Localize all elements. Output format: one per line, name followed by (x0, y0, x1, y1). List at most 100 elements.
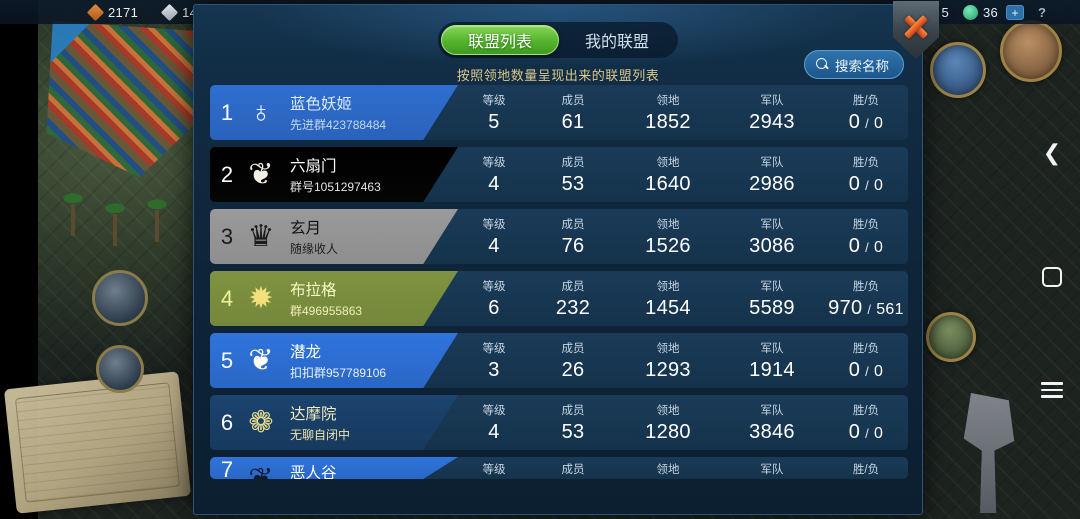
stat-army: 军队 5589 (720, 278, 824, 320)
alliance-name: 恶人谷 (290, 465, 337, 479)
gem-icon (962, 4, 978, 20)
stat-winloss-label: 胜/负 (852, 464, 880, 476)
resource-gem[interactable]: 36 (962, 4, 999, 20)
resource-wood[interactable]: 2171 (86, 3, 139, 21)
stat-members: 成员 232 (530, 278, 616, 320)
stat-level: 等级 3 (458, 340, 530, 382)
wood-amount: 2171 (108, 4, 139, 20)
gem-amount: 36 (982, 4, 999, 20)
stat-members: 成员 76 (530, 216, 616, 258)
map-marker-disc (92, 270, 148, 326)
alliance-subtitle: 群号1051297463 (290, 180, 381, 194)
stat-level-label: 等级 (482, 404, 506, 417)
stat-level-value: 4 (488, 420, 500, 443)
alliance-list[interactable]: 1 ♁ 蓝色妖姬 先进群423788484 等级 5 成员 61 领地 1852… (210, 85, 908, 510)
alliance-row[interactable]: 5 ❦ 潜龙 扣扣群957789106 等级 3 成员 26 领地 1293 军… (210, 333, 908, 388)
stat-winloss: 胜/负 (824, 457, 908, 479)
tab-my-alliance[interactable]: 我的联盟 (585, 34, 650, 51)
alliance-name: 潜龙 (290, 344, 322, 361)
stat-members-value: 53 (561, 172, 585, 195)
map-marker-disc (96, 345, 144, 393)
stat-army: 军队 3846 (720, 402, 824, 444)
stat-members-value: 76 (561, 234, 585, 257)
stat-territory: 领地 1640 (616, 154, 720, 196)
stat-winloss-value: 0 / 0 (848, 110, 884, 133)
stat-winloss: 胜/负 0 / 0 (824, 402, 908, 444)
stat-territory-label: 领地 (656, 156, 680, 169)
stat-army-label: 军队 (760, 464, 784, 476)
close-x-icon (903, 14, 929, 40)
alliance-row[interactable]: 1 ♁ 蓝色妖姬 先进群423788484 等级 5 成员 61 领地 1852… (210, 85, 908, 140)
help-icon[interactable]: ? (1038, 4, 1046, 20)
stat-army-label: 军队 (760, 342, 784, 355)
alliance-name: 玄月 (290, 220, 322, 237)
crest-emblem-icon: ❁ (248, 405, 274, 439)
android-navigation-bar: ❮ (1024, 24, 1080, 519)
recents-menu-icon[interactable] (1041, 382, 1063, 398)
alliance-row[interactable]: 2 ❦ 六扇门 群号1051297463 等级 4 成员 53 领地 1640 … (210, 147, 908, 202)
stat-level-label: 等级 (482, 156, 506, 169)
alliance-banner: 4 ✹ 布拉格 群496955863 (210, 271, 458, 326)
alliance-name: 达摩院 (290, 406, 337, 423)
alliance-banner: 7 ❦ 恶人谷 (210, 457, 458, 479)
alliance-banner: 1 ♁ 蓝色妖姬 先进群423788484 (210, 85, 458, 140)
home-square-icon[interactable] (1042, 267, 1062, 287)
add-gems-button[interactable]: + (1006, 4, 1025, 20)
close-shield-icon (893, 1, 939, 59)
close-button[interactable] (891, 1, 941, 59)
stat-winloss-label: 胜/负 (852, 404, 880, 417)
tab-alliance-list[interactable]: 联盟列表 (440, 25, 559, 55)
stat-territory: 领地 (616, 457, 720, 479)
stat-winloss: 胜/负 0 / 0 (824, 92, 908, 134)
stat-army-label: 军队 (760, 218, 784, 231)
stat-territory-value: 1526 (645, 234, 691, 257)
stat-members-label: 成员 (561, 280, 585, 293)
alliance-name-block: 蓝色妖姬 先进群423788484 (290, 92, 386, 133)
resource-node-badge (926, 312, 976, 362)
alliance-stats: 等级 4 成员 53 领地 1640 军队 2986 胜/负 0 / 0 (458, 147, 908, 202)
stat-level: 等级 (458, 457, 530, 479)
stat-members-value: 232 (555, 296, 591, 319)
food-amount: 5 (941, 4, 949, 20)
stat-members-label: 成员 (561, 94, 585, 107)
stat-members-label: 成员 (561, 464, 585, 476)
alliance-subtitle: 随缘收人 (290, 242, 339, 256)
map-scroll-decoration (3, 371, 192, 514)
alliance-rank: 3 (220, 223, 234, 249)
wood-icon (86, 3, 105, 21)
stat-members: 成员 (530, 457, 616, 479)
search-icon (816, 58, 829, 71)
alliance-row[interactable]: 7 ❦ 恶人谷 等级 成员 领地 军队 (210, 457, 908, 479)
horned-helm-emblem-icon: ♛ (247, 219, 275, 253)
alliance-name-block: 潜龙 扣扣群957789106 (290, 340, 386, 381)
axe-decoration (963, 393, 1015, 513)
alliance-row[interactable]: 4 ✹ 布拉格 群496955863 等级 6 成员 232 领地 1454 军… (210, 271, 908, 326)
stat-level-value: 6 (488, 296, 500, 319)
stat-level: 等级 4 (458, 216, 530, 258)
alliance-name: 布拉格 (290, 282, 337, 299)
stat-army-label: 军队 (760, 156, 784, 169)
stat-territory-value: 1852 (645, 110, 691, 133)
stat-winloss-value: 0 / 0 (848, 172, 884, 195)
alliance-row[interactable]: 3 ♛ 玄月 随缘收人 等级 4 成员 76 领地 1526 军队 3086 (210, 209, 908, 264)
stat-territory-value: 1293 (645, 358, 691, 381)
search-button[interactable]: 搜索名称 (804, 50, 904, 79)
stat-army-label: 军队 (760, 280, 784, 293)
resource-food[interactable]: 5 (941, 5, 949, 20)
stat-territory-label: 领地 (656, 280, 680, 293)
stat-members-label: 成员 (561, 218, 585, 231)
alliance-banner: 3 ♛ 玄月 随缘收人 (210, 209, 458, 264)
alliance-name-block: 布拉格 群496955863 (290, 278, 362, 319)
stat-members-label: 成员 (561, 156, 585, 169)
phoenix-emblem-icon: ♁ (249, 95, 273, 129)
alliance-row[interactable]: 6 ❁ 达摩院 无聊自闭中 等级 4 成员 53 领地 1280 军队 3846 (210, 395, 908, 450)
alliance-rank: 2 (220, 161, 234, 187)
stat-army-value: 2943 (749, 110, 795, 133)
alliance-banner: 2 ❦ 六扇门 群号1051297463 (210, 147, 458, 202)
stat-territory-label: 领地 (656, 404, 680, 417)
stat-winloss-label: 胜/负 (852, 280, 880, 293)
stat-members-label: 成员 (561, 342, 585, 355)
stat-territory: 领地 1526 (616, 216, 720, 258)
back-chevron-icon[interactable]: ❮ (1042, 140, 1062, 165)
stat-level-value: 5 (488, 110, 500, 133)
